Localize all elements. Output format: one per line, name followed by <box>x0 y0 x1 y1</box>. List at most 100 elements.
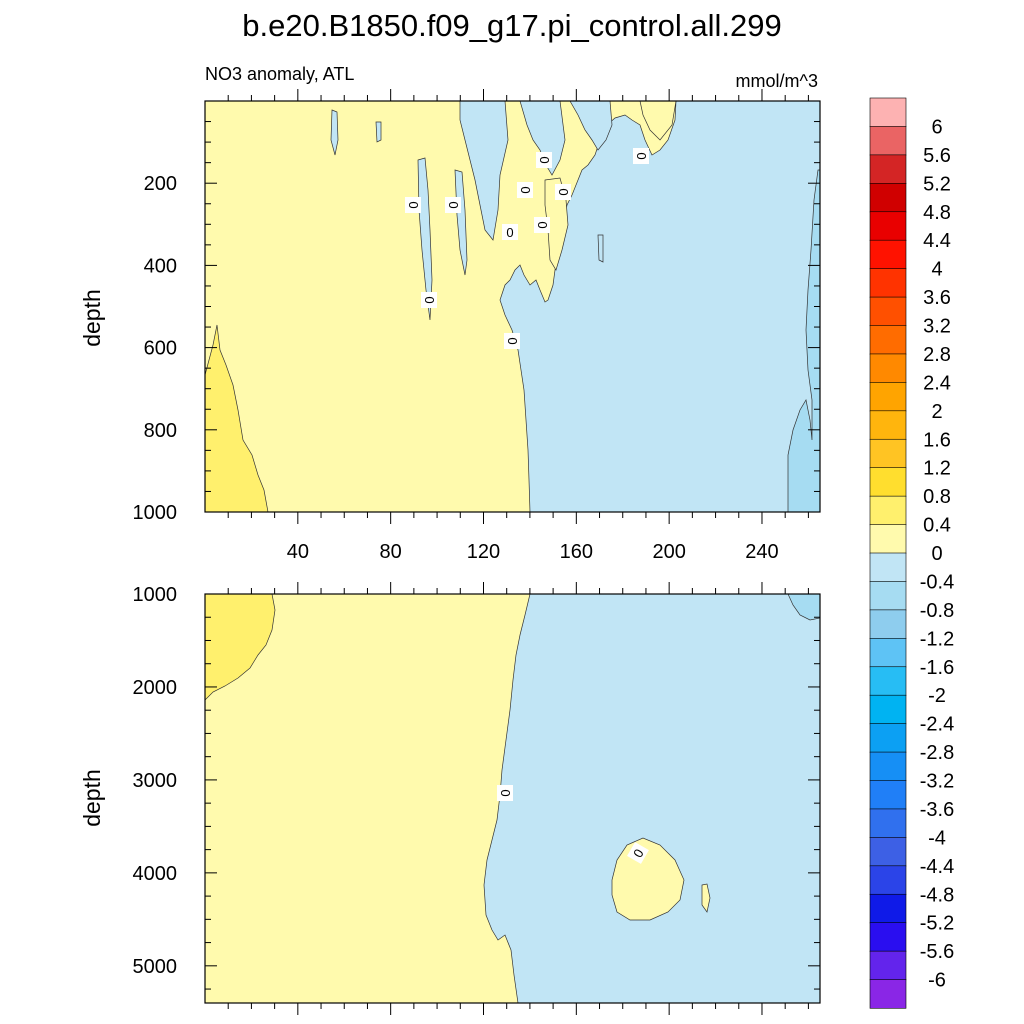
x-tick-label: 80 <box>380 541 402 563</box>
contour-label: 0 <box>502 224 518 240</box>
lower-panel: 1000 2000 3000 4000 5000 0 0 depth <box>79 582 821 1015</box>
y-tick-label: 4000 <box>133 863 178 885</box>
lower-y-axis-title: depth <box>79 769 105 827</box>
colorbar-segment <box>869 183 907 213</box>
colorbar-label: -2 <box>928 685 946 707</box>
colorbar-segment <box>869 694 907 725</box>
colorbar-segment <box>869 979 907 1009</box>
upper-negative-streak-6 <box>330 109 339 156</box>
units-label: mmol/m^3 <box>736 71 818 91</box>
lower-negative-region <box>483 593 821 1004</box>
colorbar-segment <box>869 922 907 952</box>
colorbar-segment <box>869 154 907 184</box>
colorbar-segment <box>869 723 907 753</box>
colorbar-segment <box>869 751 907 782</box>
y-tick-label: 600 <box>144 338 177 360</box>
colorbar-label: 2.4 <box>923 372 951 394</box>
colorbar-label: 1.6 <box>923 429 951 451</box>
lower-y-axis: 1000 2000 3000 4000 5000 <box>133 584 820 990</box>
contour-label-text: 0 <box>422 296 437 303</box>
field-label: NO3 anomaly, ATL <box>205 64 354 84</box>
colorbar-segment <box>869 325 907 355</box>
colorbar-segment <box>869 296 907 327</box>
upper-contour-labels: 0 0 0 0 0 0 0 0 0 0 <box>405 148 649 349</box>
contour-label-text: 0 <box>506 225 513 240</box>
colorbar-segment <box>869 581 907 611</box>
colorbar-label: 2 <box>931 401 942 423</box>
contour-label: 0 <box>517 182 533 198</box>
upper-x-axis: 40 80 120 160 200 240 <box>227 89 809 563</box>
contour-label-text: 0 <box>406 201 421 208</box>
colorbar-segment <box>869 467 907 497</box>
lower-positive-patch-left <box>204 593 276 701</box>
contour-label: 0 <box>534 217 550 233</box>
contour-label-text: 0 <box>505 337 520 344</box>
upper-y-axis-title: depth <box>79 289 105 347</box>
contour-label-background <box>555 184 571 200</box>
contour-label-text: 0 <box>498 789 513 796</box>
contour-label-background <box>627 842 649 864</box>
colorbar <box>869 97 907 1009</box>
upper-negative-region <box>499 100 821 513</box>
upper-negative-streak-5 <box>454 169 468 276</box>
contour-label-text: 0 <box>537 156 552 163</box>
colorbar-label: 0.4 <box>923 515 951 537</box>
x-tick-label: 200 <box>652 541 685 563</box>
contour-label-background <box>497 785 513 801</box>
contour-label: 0 <box>536 152 552 168</box>
colorbar-label: 6 <box>931 116 942 138</box>
y-tick-label: 200 <box>144 173 177 195</box>
colorbar-label: -4 <box>928 827 946 849</box>
contour-label-text: 0 <box>556 188 571 195</box>
contour-label-background <box>445 197 461 213</box>
colorbar-segment <box>869 495 907 526</box>
y-tick-label: 3000 <box>133 770 178 792</box>
y-tick-label: 5000 <box>133 956 178 978</box>
colorbar-segment <box>869 666 907 696</box>
upper-positive-patch-left <box>204 324 269 513</box>
contour-label: 0 <box>627 842 649 864</box>
colorbar-label: 4.8 <box>923 202 951 224</box>
lower-x-axis <box>227 582 809 1015</box>
figure-title: b.e20.B1850.f09_g17.pi_control.all.299 <box>242 8 782 43</box>
contour-label-background <box>405 197 421 213</box>
y-tick-label: 2000 <box>133 677 178 699</box>
contour-label-text: 0 <box>446 201 461 208</box>
colorbar-label: -3.6 <box>920 799 954 821</box>
x-tick-label: 160 <box>560 541 593 563</box>
colorbar-segment <box>869 609 907 639</box>
colorbar-segment <box>869 865 907 895</box>
upper-negative-streak-3 <box>569 100 613 151</box>
colorbar-label: 2.8 <box>923 344 951 366</box>
colorbar-label: -5.6 <box>920 941 954 963</box>
upper-negative-strip-right <box>787 169 821 513</box>
contour-label-text: 0 <box>518 186 533 193</box>
colorbar-segment <box>869 808 907 838</box>
colorbar-label: 0.8 <box>923 486 951 508</box>
contour-label-text: 0 <box>634 152 649 159</box>
colorbar-label: 3.6 <box>923 287 951 309</box>
colorbar-label: 0 <box>931 543 942 565</box>
contour-label: 0 <box>421 292 437 308</box>
colorbar-segment <box>869 438 907 469</box>
colorbar-label: -4.4 <box>920 856 954 878</box>
colorbar-segment <box>869 524 907 554</box>
upper-negative-streak-8 <box>597 234 604 263</box>
colorbar-segment <box>869 780 907 810</box>
colorbar-segment <box>869 353 907 383</box>
contour-label: 0 <box>497 785 513 801</box>
contour-label-text: 0 <box>535 221 550 228</box>
contour-label: 0 <box>445 197 461 213</box>
contour-label-background <box>502 224 518 240</box>
lower-panel-frame <box>204 593 821 1004</box>
upper-negative-streak-7 <box>375 121 382 143</box>
colorbar-label: -1.2 <box>920 628 954 650</box>
contour-label-background <box>534 217 550 233</box>
colorbar-label: -6 <box>928 970 946 992</box>
y-tick-label: 1000 <box>133 584 178 606</box>
contour-label: 0 <box>504 333 520 349</box>
colorbar-label: -5.2 <box>920 913 954 935</box>
colorbar-segment <box>869 126 907 156</box>
